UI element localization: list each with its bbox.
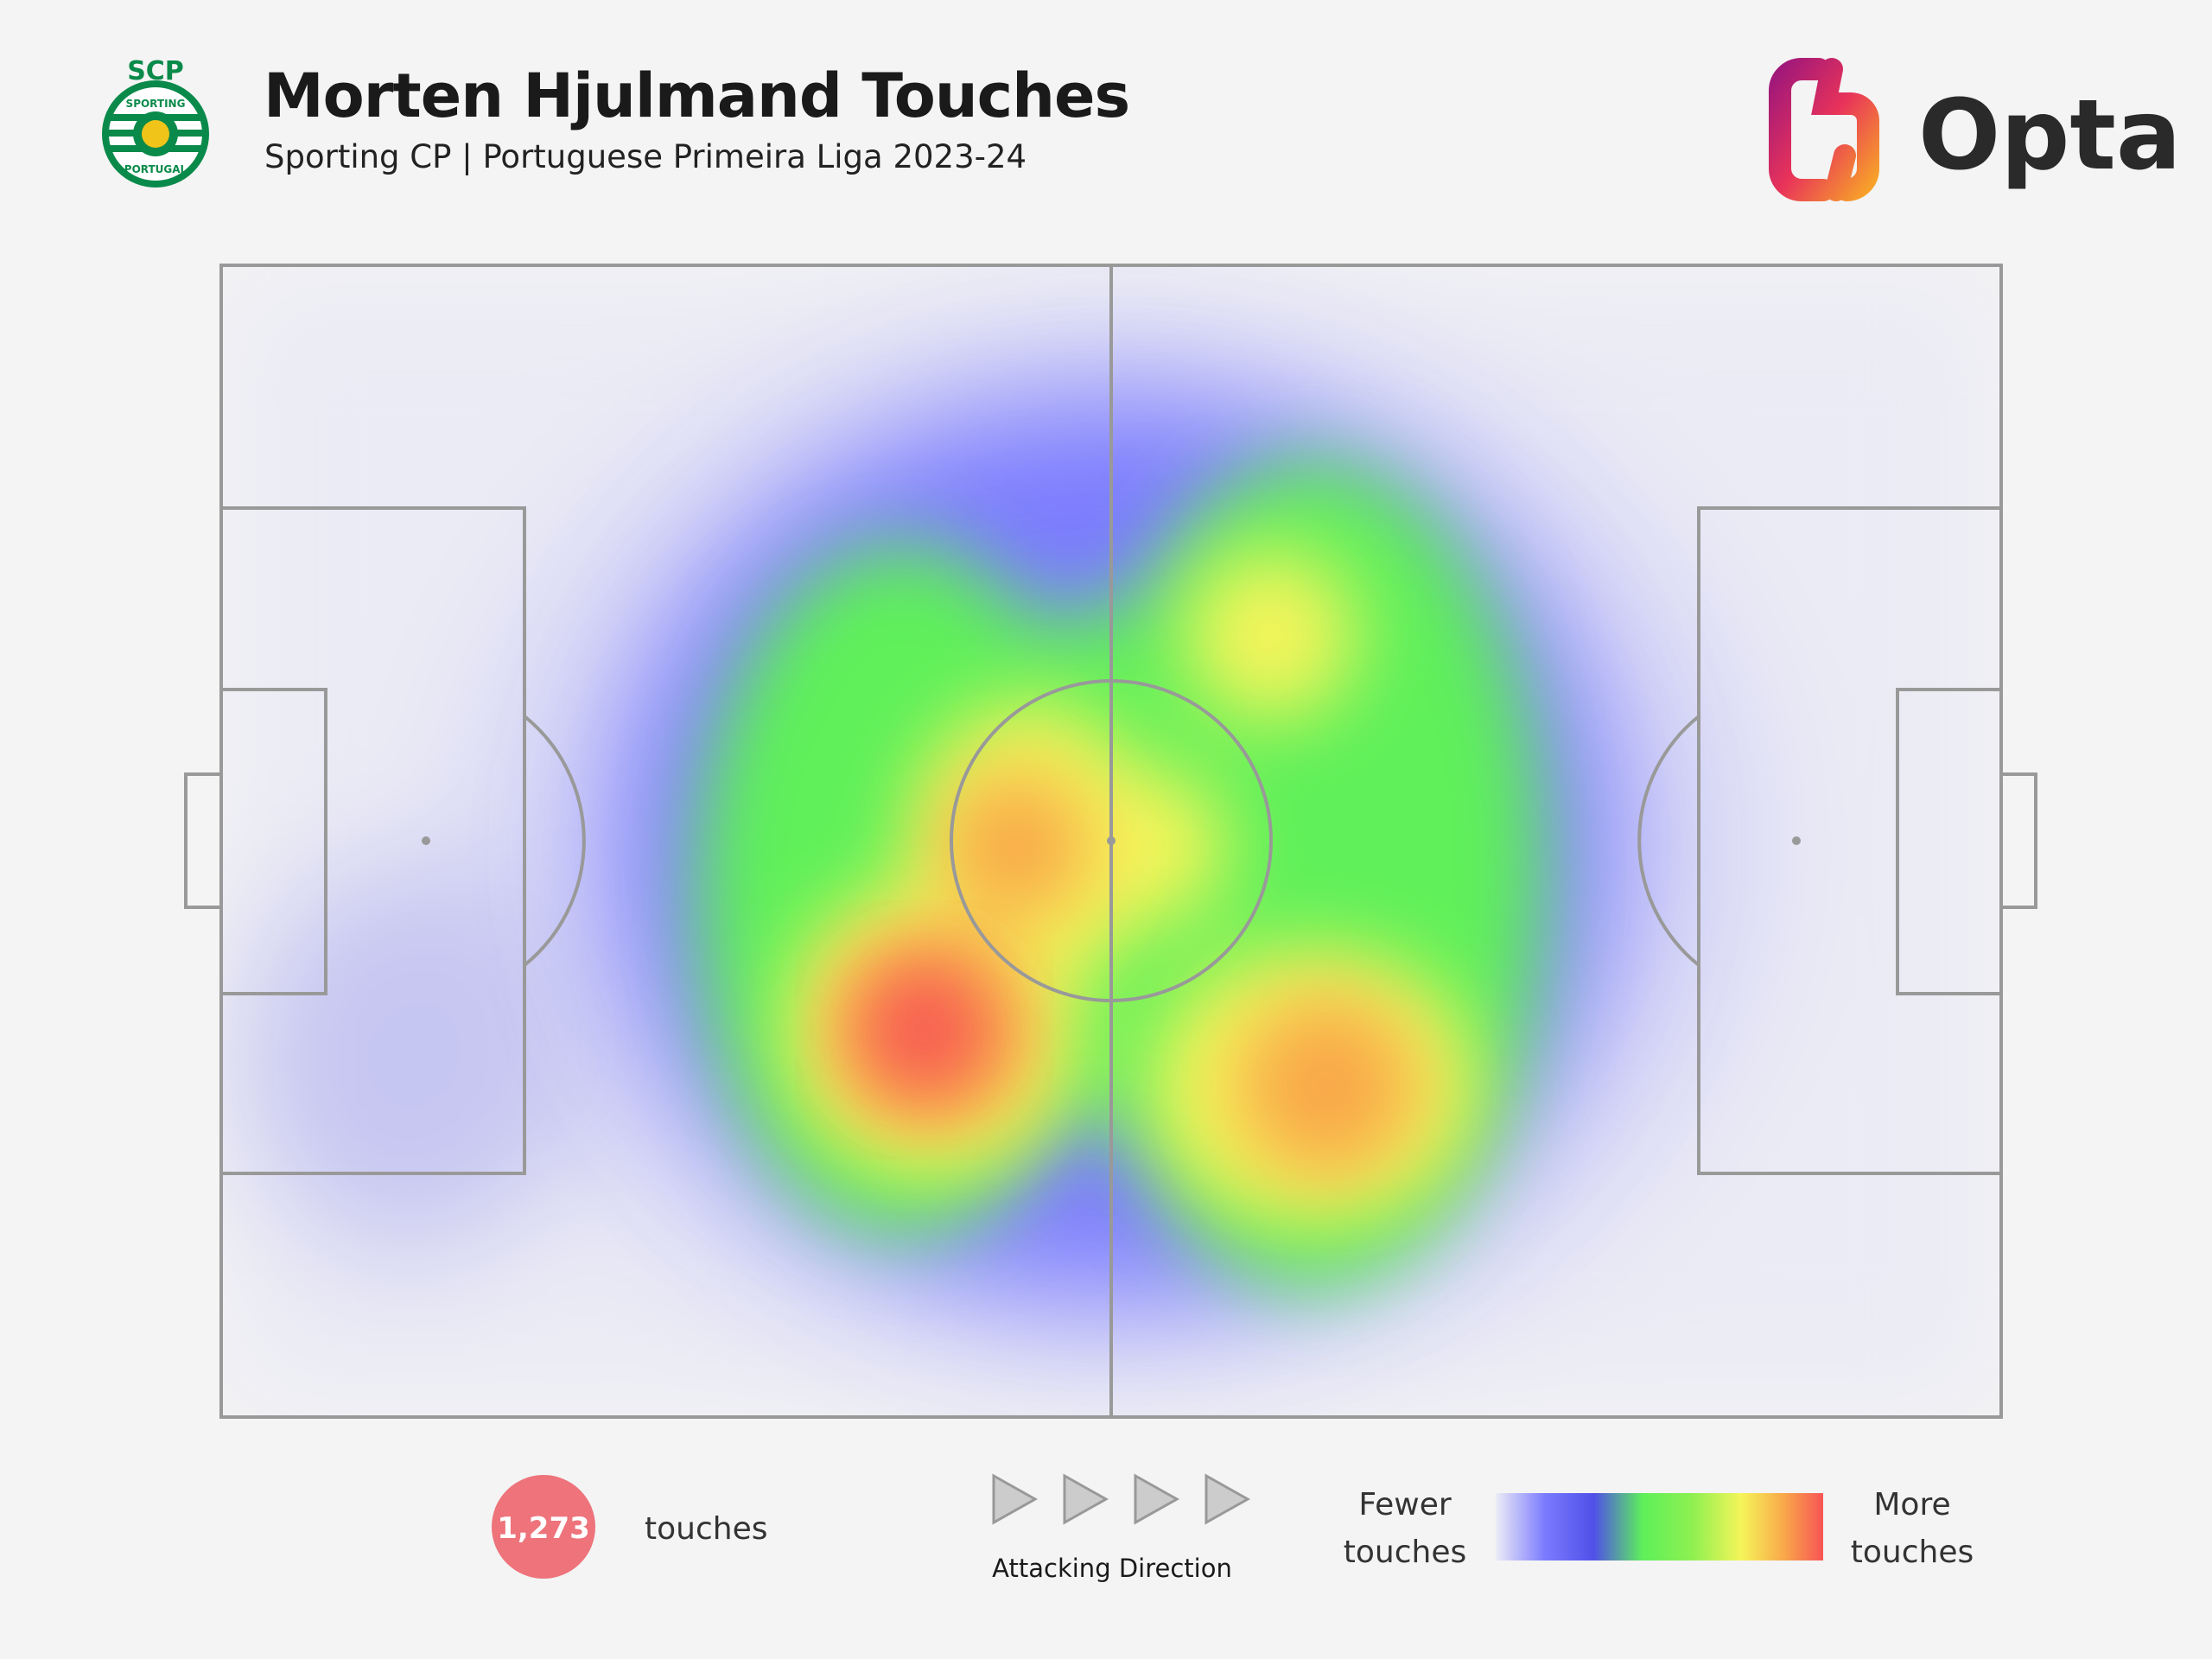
logo-text: SCP xyxy=(127,56,184,86)
legend-bar xyxy=(1496,1493,1823,1560)
legend-high: More touches xyxy=(1850,1487,1974,1570)
touch-count: 1,273 xyxy=(497,1511,590,1546)
brand-logo: Opta xyxy=(1769,58,2182,201)
club-logo: SCP SPORTING PORTUGAL xyxy=(102,56,209,188)
spots xyxy=(422,836,1801,845)
touch-badge xyxy=(492,1475,595,1579)
touch-label: touches xyxy=(645,1511,767,1547)
pitch-lines xyxy=(184,264,2037,1419)
brand-text: Opta xyxy=(1918,79,2182,192)
logo-text: SPORTING xyxy=(126,98,186,110)
direction-arrows xyxy=(992,1473,1251,1525)
title: Morten Hjulmand Touches xyxy=(264,60,1130,131)
direction-label: Attacking Direction xyxy=(992,1554,1232,1583)
logo-text: PORTUGAL xyxy=(124,163,188,175)
subtitle: Sporting CP | Portuguese Primeira Liga 2… xyxy=(264,138,1027,175)
legend-low: Fewer touches xyxy=(1343,1487,1467,1570)
